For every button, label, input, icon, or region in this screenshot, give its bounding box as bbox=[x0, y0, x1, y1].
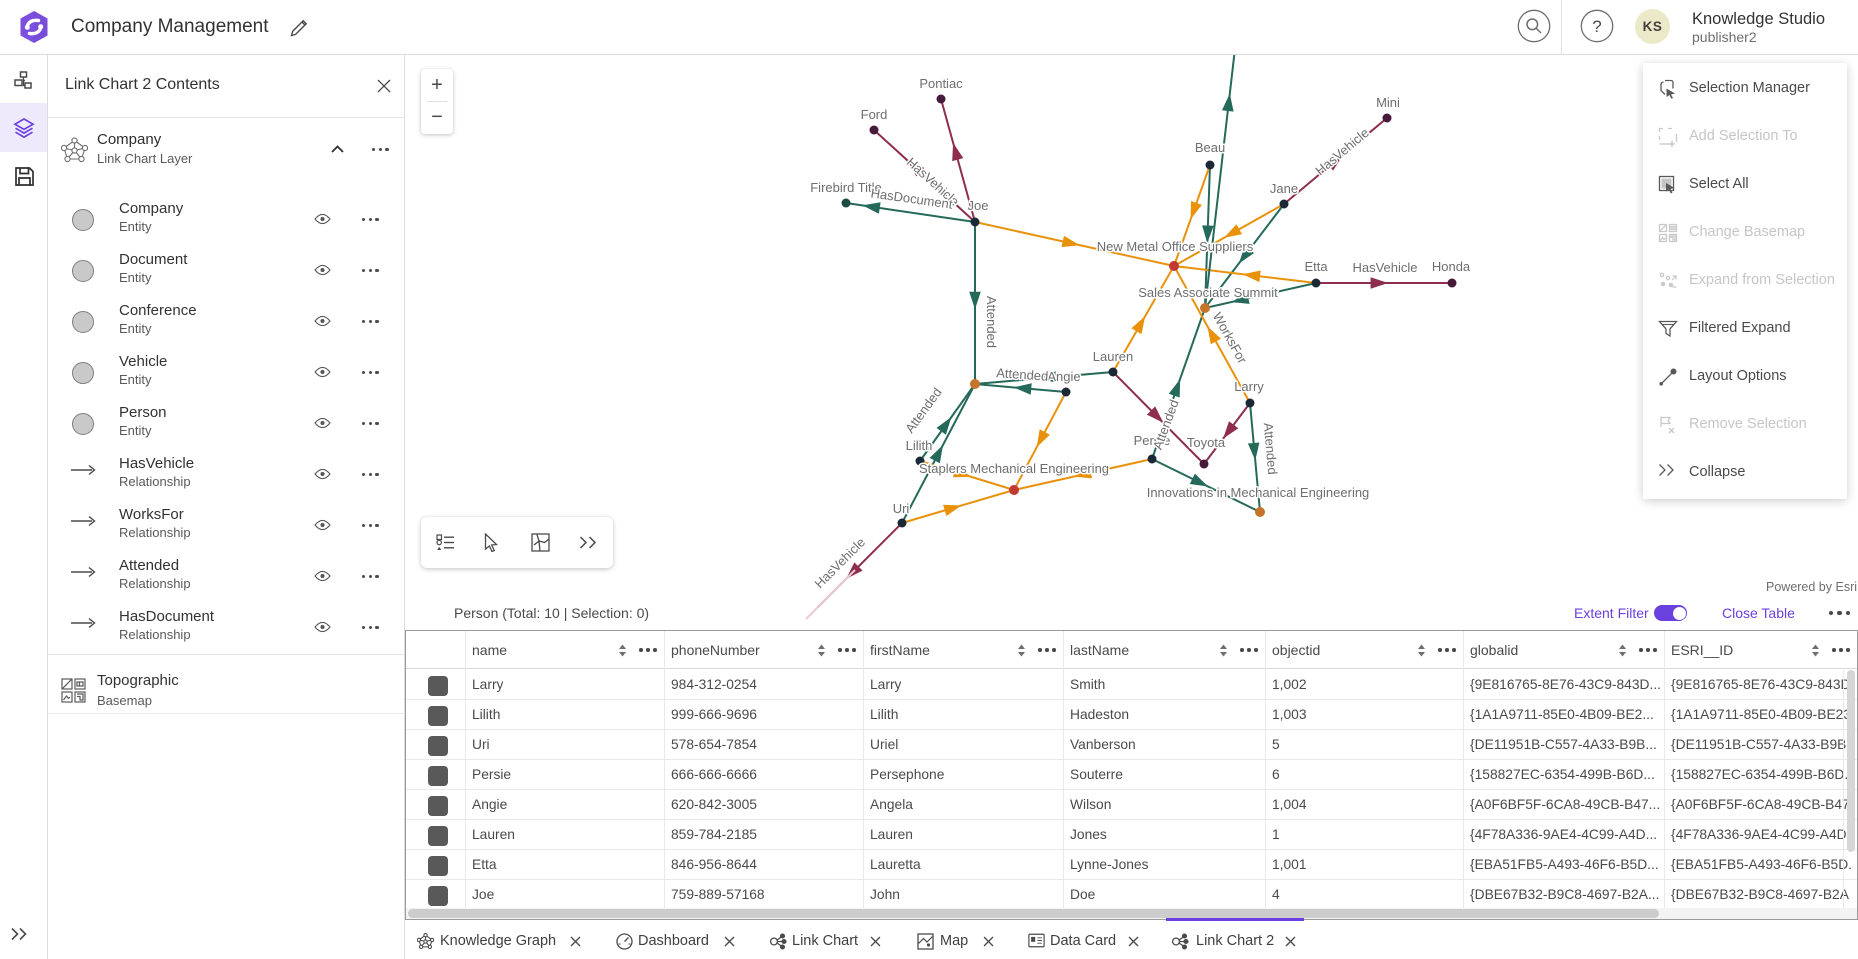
svg-text:Attended: Attended bbox=[996, 365, 1049, 384]
svg-text:Honda: Honda bbox=[1432, 259, 1471, 274]
svg-text:Joe: Joe bbox=[968, 198, 989, 213]
svg-text:HasVehicle: HasVehicle bbox=[1352, 260, 1417, 275]
svg-text:Angie: Angie bbox=[1047, 369, 1080, 384]
svg-text:Ford: Ford bbox=[861, 107, 888, 122]
svg-text:Toyota: Toyota bbox=[1187, 435, 1226, 450]
svg-text:HasVehicle: HasVehicle bbox=[1312, 125, 1371, 178]
svg-text:Beau: Beau bbox=[1195, 140, 1225, 155]
svg-text:HasVehicle: HasVehicle bbox=[812, 535, 869, 592]
svg-text:Attended: Attended bbox=[1150, 397, 1182, 451]
svg-text:?: ? bbox=[1592, 17, 1601, 36]
svg-text:Etta: Etta bbox=[1304, 259, 1328, 274]
svg-text:Attended: Attended bbox=[1261, 422, 1280, 475]
svg-text:Lauren: Lauren bbox=[1093, 349, 1133, 364]
svg-text:Mini: Mini bbox=[1376, 95, 1400, 110]
svg-text:Larry: Larry bbox=[1234, 379, 1264, 394]
svg-text:New Metal Office Suppliers: New Metal Office Suppliers bbox=[1097, 239, 1254, 254]
svg-text:Uri: Uri bbox=[893, 501, 910, 516]
svg-text:Staplers Mechanical Engineerin: Staplers Mechanical Engineering bbox=[919, 461, 1109, 476]
svg-text:Pontiac: Pontiac bbox=[919, 76, 963, 91]
svg-text:Firebird Title: Firebird Title bbox=[810, 180, 882, 195]
svg-text:Jane: Jane bbox=[1270, 181, 1298, 196]
svg-text:Innovations in Mechanical Engi: Innovations in Mechanical Engineering bbox=[1147, 485, 1370, 500]
svg-text:Lilith: Lilith bbox=[906, 438, 933, 453]
svg-text:Persie: Persie bbox=[1134, 433, 1171, 448]
svg-text:Attended: Attended bbox=[984, 296, 999, 348]
svg-text:Sales Associate Summit: Sales Associate Summit bbox=[1138, 285, 1278, 300]
